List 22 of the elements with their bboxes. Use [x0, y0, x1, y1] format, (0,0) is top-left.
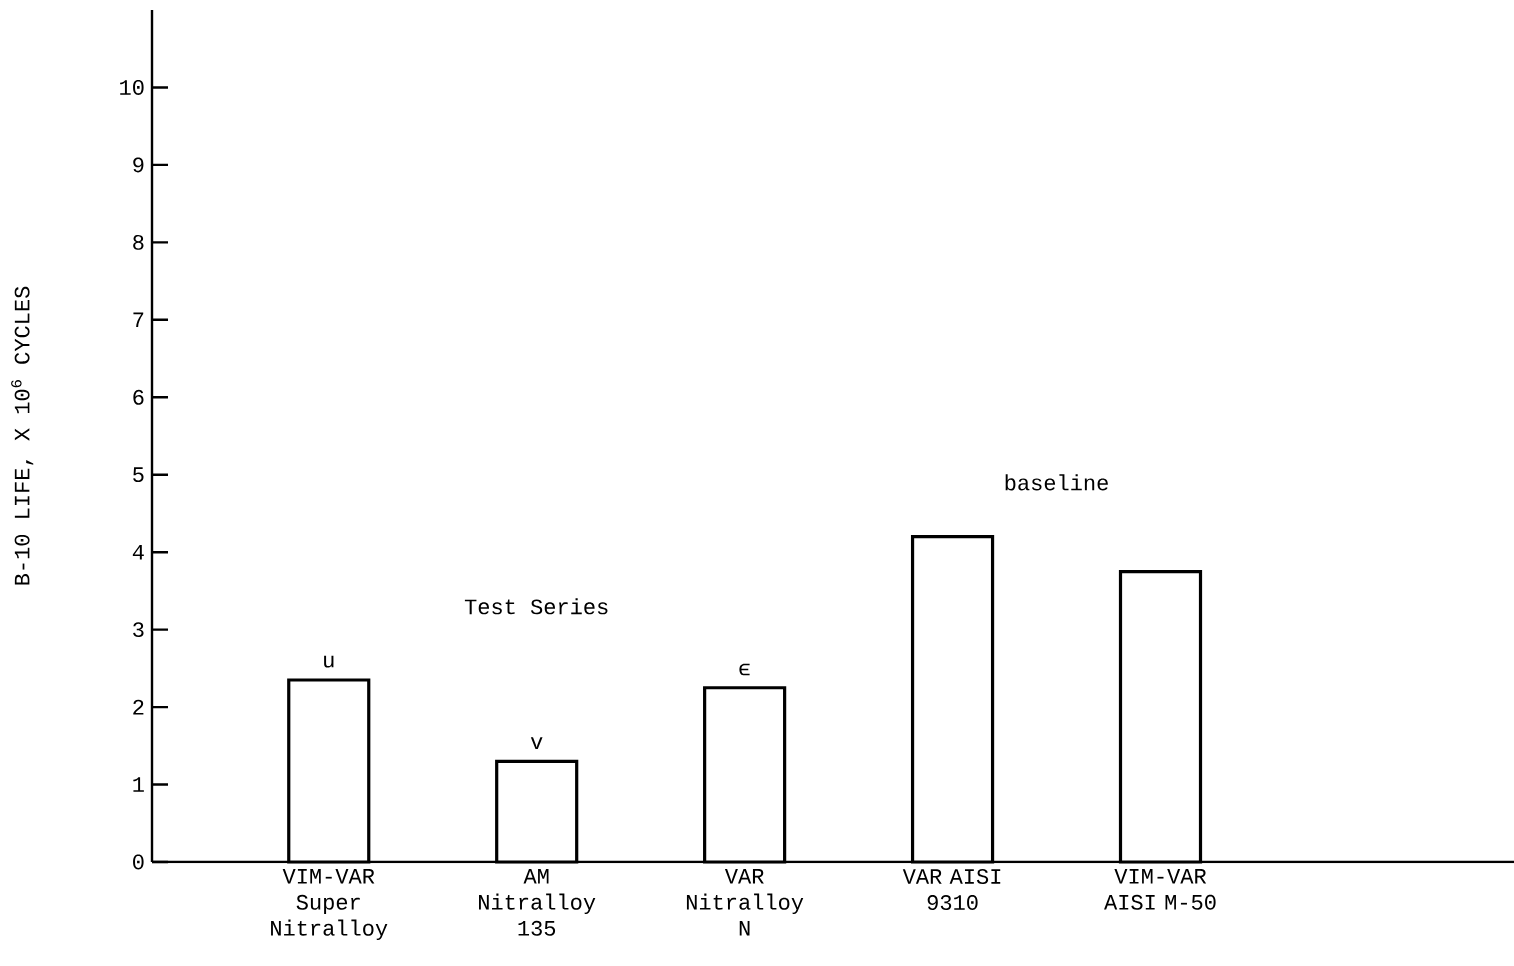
annotation: baseline	[1005, 474, 1108, 491]
y-tick-label: 5	[133, 467, 144, 483]
y-tick-label: 1	[133, 777, 144, 792]
x-tick-label: AM Nitralloy 135	[479, 869, 596, 936]
x-tick-label: VIM-VAR AISI M-50	[1104, 869, 1216, 910]
annotation: v	[530, 737, 543, 749]
y-tick-label: 6	[133, 389, 144, 405]
annotation: u	[324, 655, 334, 668]
y-tick-label: 3	[133, 622, 144, 638]
y-tick-label: 9	[133, 157, 144, 173]
x-tick-label: VAR Nitralloy N	[686, 869, 804, 936]
x-tick-label: VAR AISI 9310	[902, 869, 1001, 910]
y-tick-label: 2	[133, 699, 144, 715]
y-tick-label: 0	[133, 854, 144, 870]
x-tick-label: VIM-VAR Super Nitralloy	[271, 869, 388, 941]
y-tick-label: 4	[132, 544, 144, 560]
y-axis-title: B-10 LIFE, X 10$^{6}$ CYCLES	[11, 286, 34, 585]
annotation: ϵ	[739, 663, 750, 676]
y-tick-label: 7	[133, 312, 144, 328]
annotation: Test Series	[464, 598, 608, 615]
y-tick-label: 10	[120, 79, 144, 95]
y-tick-label: 8	[133, 234, 144, 250]
